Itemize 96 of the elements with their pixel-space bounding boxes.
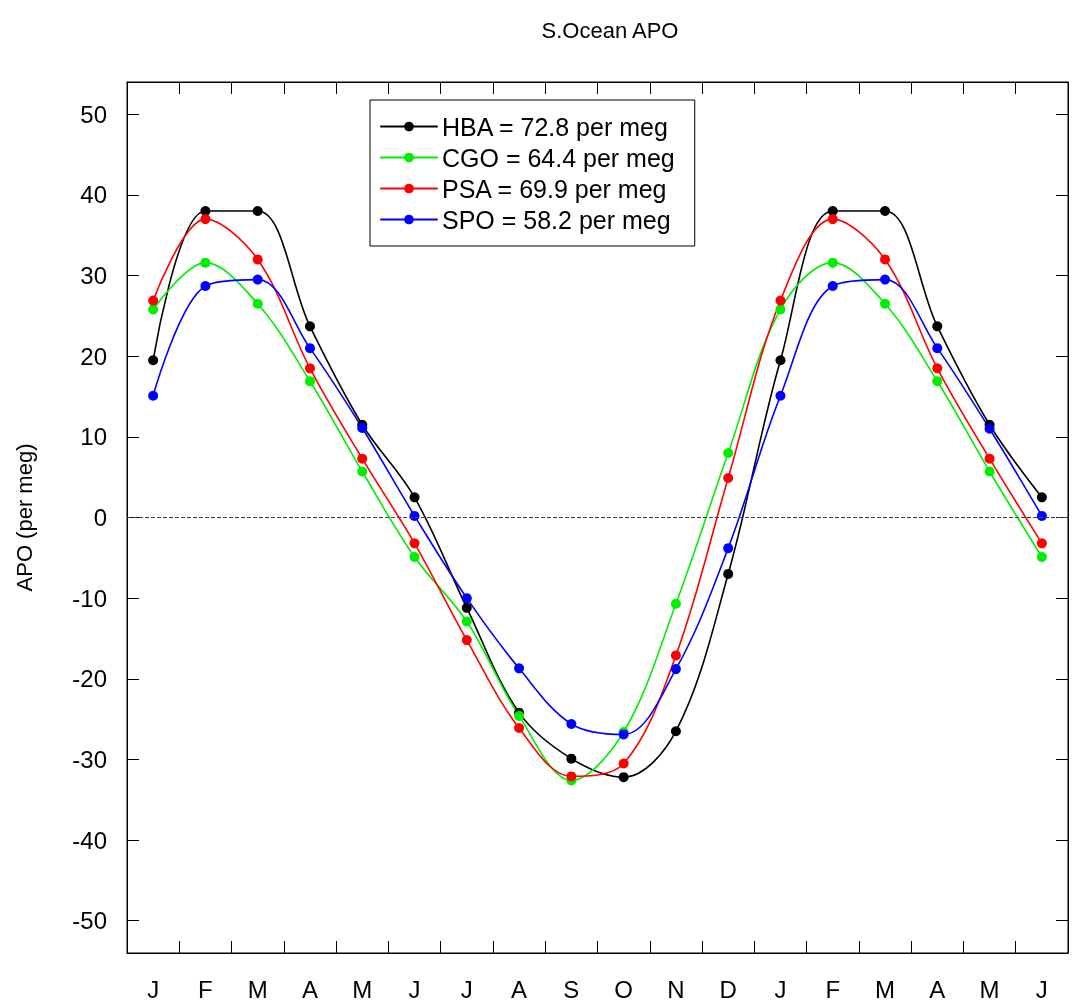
point xyxy=(670,726,681,737)
point xyxy=(461,602,472,613)
x-tick-label: F xyxy=(825,975,841,1003)
point xyxy=(670,650,681,661)
y-tick-label: 10 xyxy=(80,423,107,451)
x-tick-label: J xyxy=(147,975,160,1003)
y-tick-label: -20 xyxy=(72,665,107,693)
point xyxy=(409,492,420,503)
legend-label: CGO = 64.4 per meg xyxy=(442,143,675,172)
y-axis-title: APO (per meg) xyxy=(11,443,37,592)
point xyxy=(827,281,838,292)
point xyxy=(252,254,263,265)
legend-label: HBA = 72.8 per meg xyxy=(442,112,668,141)
point xyxy=(200,214,211,225)
x-tick-label: M xyxy=(875,975,896,1003)
point xyxy=(775,390,786,401)
point xyxy=(775,295,786,306)
point xyxy=(304,376,315,387)
point xyxy=(566,771,577,782)
point xyxy=(670,598,681,609)
point xyxy=(357,466,368,477)
x-tick-label: F xyxy=(198,975,213,1003)
y-tick-label: -30 xyxy=(72,745,107,773)
point xyxy=(827,214,838,225)
x-tick-label: S xyxy=(563,975,580,1003)
point xyxy=(304,343,315,354)
point xyxy=(148,390,159,401)
y-tick-label: 50 xyxy=(80,100,107,128)
point xyxy=(984,466,995,477)
point xyxy=(514,722,525,733)
point xyxy=(200,281,211,292)
point xyxy=(1036,492,1047,503)
point xyxy=(357,453,368,464)
point xyxy=(200,257,211,268)
point xyxy=(775,355,786,366)
point xyxy=(932,321,943,332)
x-tick-label: A xyxy=(511,975,528,1003)
x-tick-label: N xyxy=(667,975,685,1003)
legend-label: PSA = 69.9 per meg xyxy=(442,174,667,203)
y-tick-label: -50 xyxy=(72,907,107,935)
point xyxy=(827,257,838,268)
y-tick-label: -40 xyxy=(72,826,107,854)
point xyxy=(252,298,263,309)
point xyxy=(252,274,263,285)
point xyxy=(1036,510,1047,521)
x-tick-label: A xyxy=(929,975,946,1003)
point xyxy=(880,206,891,217)
y-tick-label: 40 xyxy=(80,181,107,209)
point xyxy=(723,543,734,554)
point xyxy=(252,206,263,217)
point xyxy=(1036,538,1047,549)
x-tick-label: J xyxy=(460,975,473,1003)
x-tick-label: J xyxy=(1035,975,1048,1003)
point xyxy=(566,718,577,729)
chart-title: S.Ocean APO xyxy=(541,17,679,43)
x-tick-label: M xyxy=(352,975,373,1003)
point xyxy=(723,472,734,483)
point xyxy=(461,593,472,604)
point xyxy=(880,274,891,285)
point xyxy=(618,758,629,769)
x-tick-label: O xyxy=(614,975,633,1003)
x-tick-label: A xyxy=(301,975,318,1003)
point xyxy=(409,538,420,549)
point xyxy=(461,635,472,646)
point xyxy=(566,753,577,764)
x-tick-label: M xyxy=(247,975,268,1003)
point xyxy=(723,447,734,458)
x-tick-label: M xyxy=(979,975,1000,1003)
point xyxy=(304,363,315,374)
point xyxy=(618,772,629,783)
point xyxy=(148,304,159,315)
point xyxy=(304,321,315,332)
point xyxy=(148,355,159,366)
x-tick-label: J xyxy=(408,975,421,1003)
legend-label: SPO = 58.2 per meg xyxy=(442,205,671,234)
y-tick-label: 0 xyxy=(93,504,107,531)
point xyxy=(880,298,891,309)
point xyxy=(461,616,472,627)
point xyxy=(775,304,786,315)
point xyxy=(932,343,943,354)
point xyxy=(932,376,943,387)
y-tick-label: -10 xyxy=(72,584,107,612)
point xyxy=(409,552,420,563)
y-tick-label: 20 xyxy=(80,342,107,370)
y-tick-label: 30 xyxy=(80,262,107,290)
point xyxy=(880,254,891,265)
x-tick-label: D xyxy=(719,975,737,1003)
point xyxy=(984,453,995,464)
point xyxy=(723,568,734,579)
point xyxy=(932,363,943,374)
point xyxy=(984,423,995,434)
point xyxy=(1036,552,1047,563)
point xyxy=(148,295,159,306)
point xyxy=(670,664,681,675)
x-tick-label: J xyxy=(774,975,787,1003)
point xyxy=(514,663,525,674)
